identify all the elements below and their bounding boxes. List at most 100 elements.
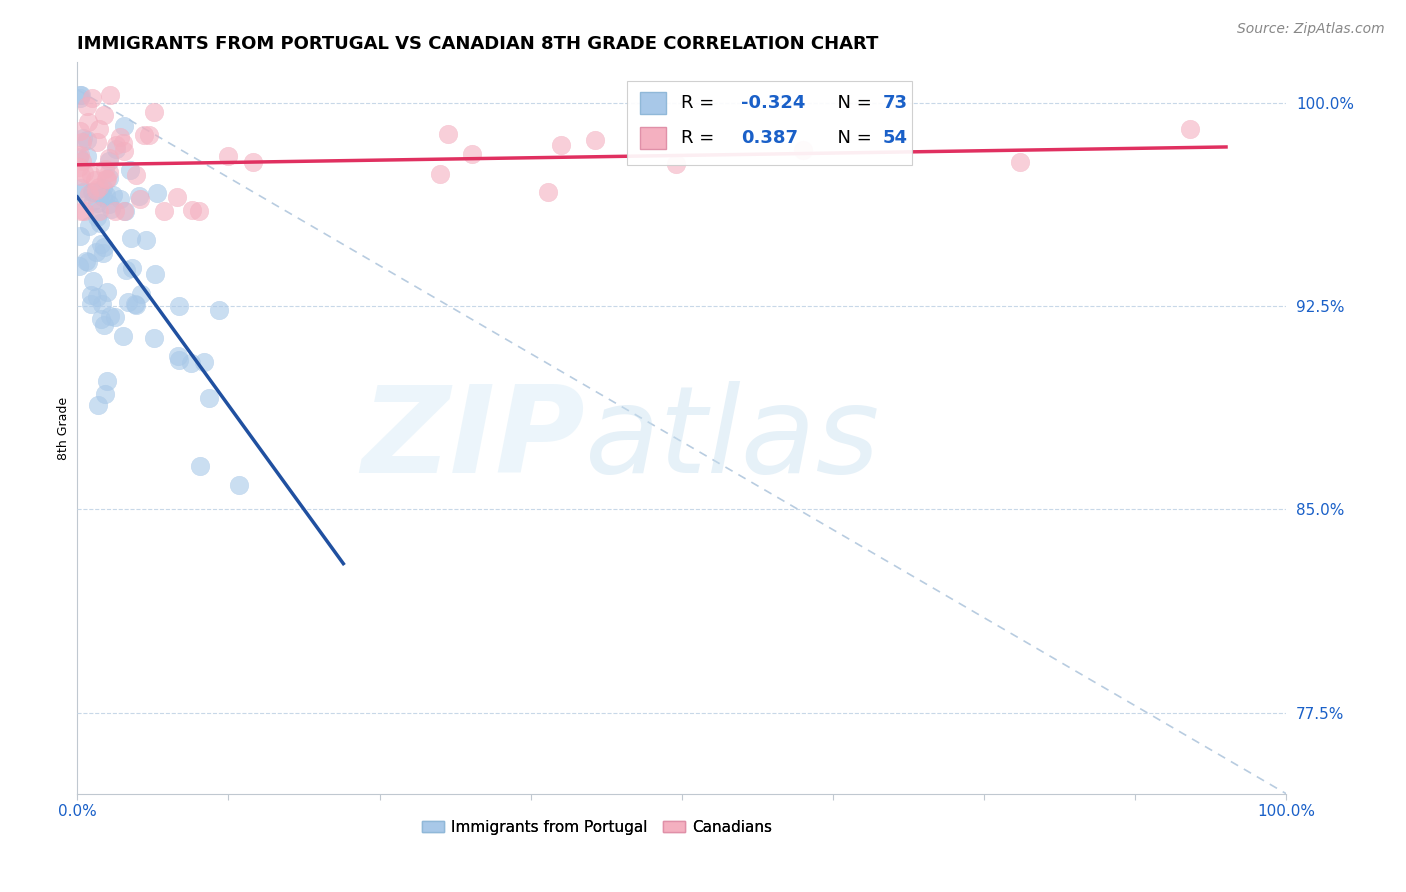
- Point: [91, 190, 114, 204]
- Point: [77, 219, 100, 234]
- Point: [1178, 121, 1201, 136]
- Point: [94, 172, 117, 186]
- Point: [105, 138, 128, 153]
- Point: [72, 131, 94, 145]
- FancyBboxPatch shape: [640, 127, 666, 149]
- Point: [97, 164, 120, 178]
- Point: [143, 331, 166, 345]
- Point: [96, 374, 118, 388]
- Text: IMMIGRANTS FROM PORTUGAL VS CANADIAN 8TH GRADE CORRELATION CHART: IMMIGRANTS FROM PORTUGAL VS CANADIAN 8TH…: [77, 35, 879, 53]
- Point: [80, 185, 103, 199]
- Point: [84, 183, 107, 197]
- Point: [93, 318, 115, 332]
- Point: [198, 392, 221, 406]
- Point: [143, 267, 166, 281]
- Point: [89, 204, 111, 219]
- Point: [76, 133, 98, 147]
- Point: [124, 297, 146, 311]
- Point: [135, 233, 157, 247]
- Point: [112, 119, 135, 133]
- Point: [115, 263, 138, 277]
- Point: [90, 297, 112, 311]
- Point: [97, 154, 120, 169]
- Point: [188, 459, 211, 474]
- Point: [82, 185, 104, 199]
- Point: [104, 310, 127, 324]
- Point: [86, 196, 108, 211]
- Point: [104, 204, 127, 219]
- Point: [89, 216, 111, 230]
- Point: [80, 91, 103, 105]
- Point: [73, 166, 96, 180]
- Point: [72, 153, 94, 168]
- Point: [86, 135, 108, 149]
- Point: [187, 204, 209, 219]
- Point: [93, 161, 115, 176]
- Text: atlas: atlas: [585, 381, 880, 498]
- Text: -0.324: -0.324: [741, 94, 806, 112]
- Point: [97, 152, 120, 166]
- Point: [180, 356, 202, 370]
- Point: [112, 145, 135, 159]
- Point: [69, 91, 91, 105]
- Point: [75, 254, 97, 268]
- Point: [77, 254, 100, 268]
- Point: [120, 231, 142, 245]
- Text: ZIP: ZIP: [361, 381, 585, 498]
- Point: [76, 149, 98, 163]
- FancyBboxPatch shape: [627, 81, 911, 165]
- Point: [67, 150, 90, 164]
- Text: R =: R =: [681, 128, 725, 147]
- Point: [166, 190, 188, 204]
- Point: [583, 133, 606, 147]
- Point: [105, 142, 128, 156]
- Text: N =: N =: [825, 94, 877, 112]
- Point: [461, 147, 484, 161]
- Point: [117, 294, 139, 309]
- Point: [70, 181, 93, 195]
- Point: [96, 285, 118, 300]
- Point: [76, 99, 98, 113]
- Point: [98, 87, 121, 102]
- Point: [91, 181, 114, 195]
- Point: [146, 186, 169, 200]
- Point: [84, 245, 107, 260]
- Text: N =: N =: [825, 128, 877, 147]
- Point: [152, 204, 174, 219]
- Point: [1010, 155, 1032, 169]
- Point: [98, 310, 121, 324]
- Point: [125, 168, 148, 182]
- Point: [67, 161, 90, 175]
- Text: 54: 54: [883, 128, 908, 147]
- Point: [97, 171, 120, 186]
- Legend: Immigrants from Portugal, Canadians: Immigrants from Portugal, Canadians: [416, 814, 779, 841]
- Point: [72, 135, 94, 149]
- Y-axis label: 8th Grade: 8th Grade: [58, 397, 70, 459]
- Point: [792, 144, 814, 158]
- Point: [121, 260, 143, 275]
- Point: [77, 187, 100, 202]
- Point: [69, 87, 91, 102]
- Point: [118, 163, 141, 178]
- Point: [436, 128, 458, 142]
- Point: [69, 229, 91, 244]
- Point: [79, 297, 101, 311]
- Point: [112, 204, 135, 219]
- Point: [97, 197, 120, 211]
- Point: [73, 204, 96, 219]
- Text: R =: R =: [681, 94, 720, 112]
- Point: [67, 259, 90, 273]
- Point: [90, 312, 112, 326]
- Point: [167, 353, 190, 368]
- Text: 0.387: 0.387: [741, 128, 799, 147]
- Point: [89, 179, 111, 194]
- Point: [80, 169, 103, 183]
- Point: [550, 137, 572, 152]
- Point: [142, 105, 165, 120]
- Point: [228, 477, 250, 491]
- Point: [242, 155, 264, 169]
- Point: [93, 108, 115, 122]
- Point: [83, 172, 105, 186]
- Point: [86, 398, 108, 412]
- Point: [87, 121, 110, 136]
